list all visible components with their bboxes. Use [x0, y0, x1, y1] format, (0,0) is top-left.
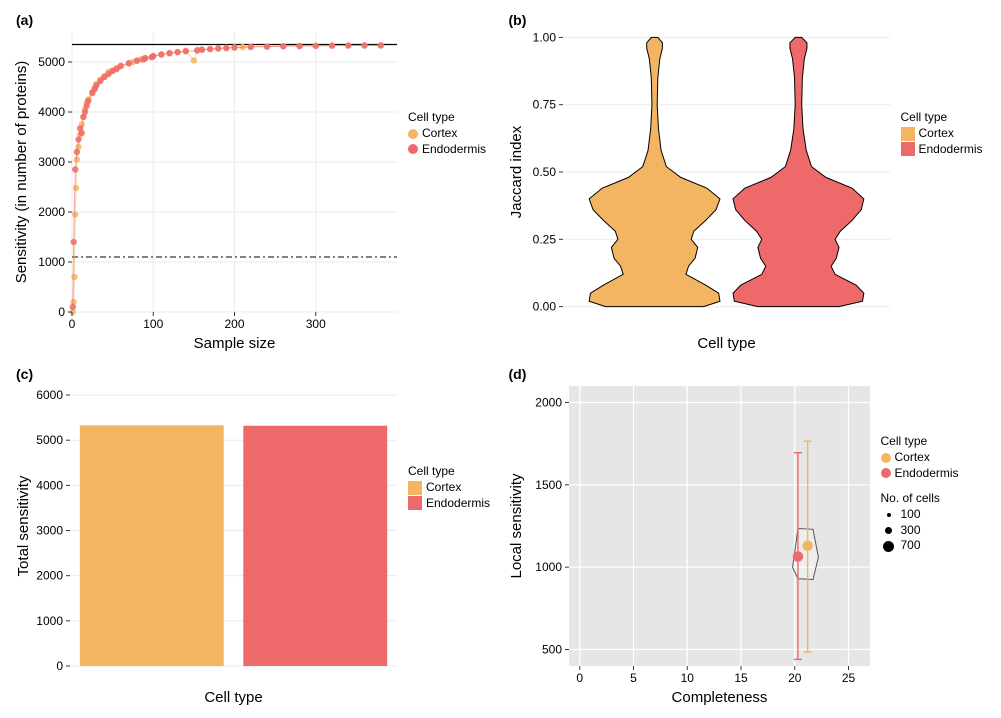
- panel-b-label: (b): [509, 12, 527, 28]
- svg-text:15: 15: [734, 671, 748, 685]
- legend-title: Cell type: [408, 110, 486, 124]
- legend-swatch: [408, 144, 418, 154]
- legend-label: Endodermis: [919, 142, 983, 158]
- legend-label: Cortex: [895, 450, 930, 466]
- legend-size-item: 700: [881, 538, 959, 554]
- svg-text:Cell type: Cell type: [204, 689, 262, 706]
- svg-text:1000: 1000: [36, 614, 63, 628]
- svg-text:Cell type: Cell type: [697, 335, 755, 352]
- legend-label: Endodermis: [422, 142, 486, 158]
- svg-text:5: 5: [630, 671, 637, 685]
- panel-a: (a) 0100200300010002000300040005000Sampl…: [10, 10, 499, 360]
- legend-size-item: 300: [881, 523, 959, 539]
- svg-text:20: 20: [788, 671, 802, 685]
- panel-b: (b) 0.00 0.25 0.50 0.75 1.00 Cell type Jaccard…: [503, 10, 992, 360]
- legend-title: Cell type: [881, 434, 959, 448]
- svg-text:5000: 5000: [38, 55, 65, 69]
- legend-swatch: [408, 496, 422, 510]
- svg-text:25: 25: [841, 671, 855, 685]
- svg-text:Total sensitivity: Total sensitivity: [15, 475, 32, 576]
- legend-label: 100: [901, 507, 921, 523]
- legend-label: Endodermis: [895, 466, 959, 482]
- svg-text:3000: 3000: [38, 155, 65, 169]
- legend-title: Cell type: [408, 464, 490, 478]
- svg-text:6000: 6000: [36, 388, 63, 402]
- panel-d: (d) 0 5 10 15 20 25 500 1000 1500 2000 Completenes…: [503, 364, 992, 714]
- svg-text:0: 0: [69, 317, 76, 331]
- svg-text:Sensitivity (in number of prot: Sensitivity (in number of proteins): [13, 61, 30, 284]
- panel-c-label: (c): [16, 366, 33, 382]
- svg-text:0: 0: [576, 671, 583, 685]
- svg-text:2000: 2000: [36, 569, 63, 583]
- svg-text:1000: 1000: [38, 255, 65, 269]
- panel-a-label: (a): [16, 12, 33, 28]
- legend-item: Endodermis: [408, 142, 486, 158]
- svg-text:0.25: 0.25: [532, 232, 556, 246]
- legend-item: Endodermis: [881, 466, 959, 482]
- legend-label: Cortex: [426, 480, 461, 496]
- legend-swatch: [901, 142, 915, 156]
- svg-text:Completeness: Completeness: [671, 689, 767, 706]
- svg-text:4000: 4000: [38, 105, 65, 119]
- legend-label: 300: [901, 523, 921, 539]
- legend-size-swatch: [887, 513, 891, 517]
- legend-item: Cortex: [408, 480, 490, 496]
- legend-item: Cortex: [408, 126, 486, 142]
- legend-size-swatch: [885, 527, 892, 534]
- svg-text:500: 500: [541, 643, 561, 657]
- svg-text:0.00: 0.00: [532, 300, 556, 314]
- legend-item: Cortex: [901, 126, 983, 142]
- legend-swatch: [881, 453, 891, 463]
- panel-a-legend: Cell type CortexEndodermis: [408, 110, 486, 157]
- legend-title: Cell type: [901, 110, 983, 124]
- legend-item: Cortex: [881, 450, 959, 466]
- panel-a-chart: 0100200300010002000300040005000Sample si…: [10, 10, 405, 360]
- svg-text:Sample size: Sample size: [194, 335, 276, 352]
- panel-b-legend: Cell type CortexEndodermis: [901, 110, 983, 157]
- svg-text:200: 200: [224, 317, 244, 331]
- svg-text:0: 0: [56, 659, 63, 673]
- legend-label: Endodermis: [426, 496, 490, 512]
- legend-label: Cortex: [422, 126, 457, 142]
- panel-c-chart: 0 1000 2000 3000 4000 5000 6000 Cell type Total …: [10, 364, 405, 714]
- legend-size-swatch: [883, 541, 894, 552]
- svg-text:4000: 4000: [36, 478, 63, 492]
- svg-text:Jaccard index: Jaccard index: [508, 125, 525, 218]
- svg-text:1000: 1000: [535, 560, 562, 574]
- svg-text:10: 10: [680, 671, 694, 685]
- svg-text:300: 300: [306, 317, 326, 331]
- panel-d-label: (d): [509, 366, 527, 382]
- svg-text:3000: 3000: [36, 524, 63, 538]
- legend-title: No. of cells: [881, 491, 959, 505]
- svg-text:100: 100: [143, 317, 163, 331]
- legend-swatch: [881, 468, 891, 478]
- svg-text:Local sensitivity: Local sensitivity: [508, 473, 525, 579]
- legend-swatch: [901, 127, 915, 141]
- legend-swatch: [408, 481, 422, 495]
- svg-text:0.50: 0.50: [532, 165, 556, 179]
- panel-d-legend: Cell type CortexEndodermis No. of cells 100…: [881, 434, 959, 554]
- panel-d-chart: 0 5 10 15 20 25 500 1000 1500 2000 Completeness Loc…: [503, 364, 878, 714]
- legend-label: Cortex: [919, 126, 954, 142]
- figure-grid: (a) 0100200300010002000300040005000Sampl…: [10, 10, 991, 708]
- svg-text:2000: 2000: [535, 395, 562, 409]
- legend-swatch: [408, 129, 418, 139]
- legend-size-item: 100: [881, 507, 959, 523]
- panel-c: (c) 0 1000 2000 3000 4000 5000 6000 Cell type To…: [10, 364, 499, 714]
- svg-text:5000: 5000: [36, 433, 63, 447]
- svg-text:1500: 1500: [535, 478, 562, 492]
- svg-text:2000: 2000: [38, 205, 65, 219]
- legend-item: Endodermis: [408, 496, 490, 512]
- legend-label: 700: [901, 538, 921, 554]
- svg-text:1.00: 1.00: [532, 30, 556, 44]
- legend-item: Endodermis: [901, 142, 983, 158]
- svg-text:0: 0: [58, 305, 65, 319]
- panel-b-chart: 0.00 0.25 0.50 0.75 1.00 Cell type Jaccard ind…: [503, 10, 898, 360]
- svg-text:0.75: 0.75: [532, 98, 556, 112]
- panel-c-legend: Cell type CortexEndodermis: [408, 464, 490, 511]
